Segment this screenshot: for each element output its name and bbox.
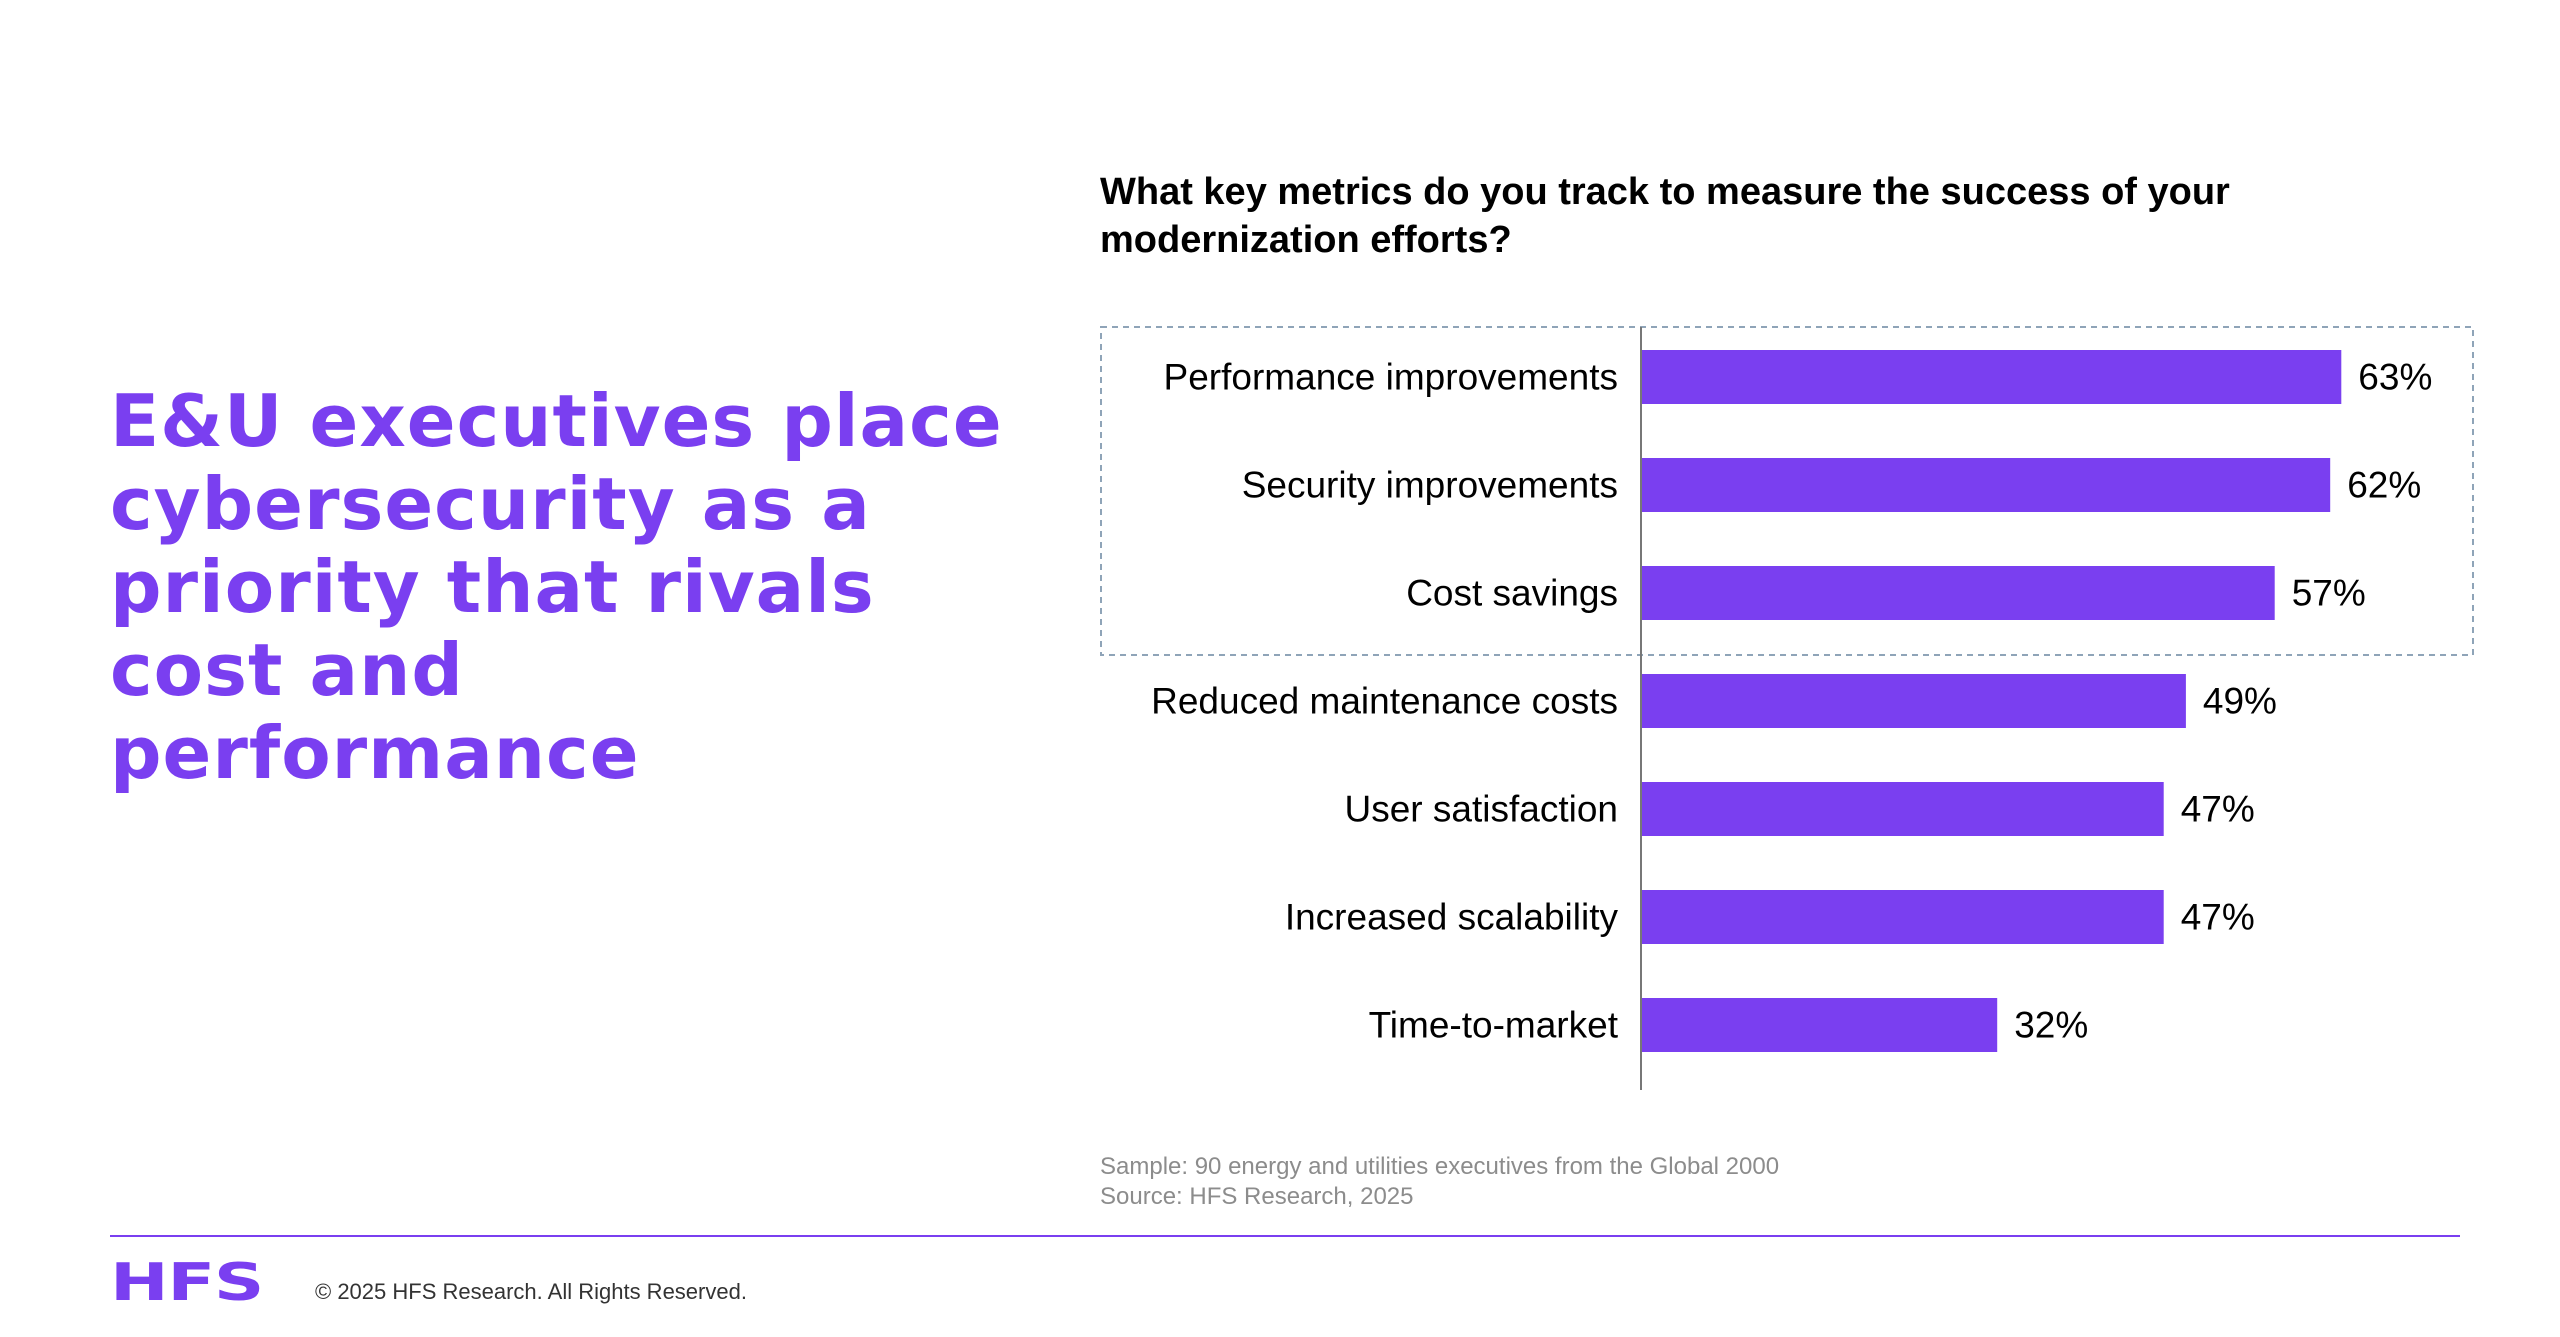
source-note: Source: HFS Research, 2025 <box>1100 1183 1414 1210</box>
value-label: 63% <box>2358 357 2432 398</box>
bar <box>1642 890 2164 944</box>
bar <box>1642 674 2186 728</box>
category-label: User satisfaction <box>1345 789 1619 830</box>
bar <box>1642 782 2164 836</box>
bar <box>1642 350 2342 404</box>
category-label: Security improvements <box>1242 465 1618 506</box>
footer-divider <box>110 1235 2460 1237</box>
highlight-box <box>1100 326 2474 656</box>
bar <box>1642 458 2331 512</box>
bar <box>1642 998 1998 1052</box>
bars-layer: Performance improvements 63% Security impr… <box>1151 350 2432 1052</box>
category-label: Performance improvements <box>1164 357 1618 398</box>
copyright-text: © 2025 HFS Research. All Rights Reserved… <box>315 1279 747 1304</box>
category-label: Time-to-market <box>1369 1005 1619 1046</box>
svg-text:HFS: HFS <box>110 1258 263 1308</box>
category-label: Increased scalability <box>1285 897 1619 938</box>
value-label: 62% <box>2347 465 2421 506</box>
value-label: 49% <box>2203 681 2277 722</box>
value-label: 32% <box>2014 1005 2088 1046</box>
sample-note: Sample: 90 energy and utilities executiv… <box>1100 1153 1780 1180</box>
bar-chart: Performance improvements 63% Security impr… <box>1100 326 2474 1090</box>
value-label: 57% <box>2292 573 2366 614</box>
category-label: Cost savings <box>1406 573 1618 614</box>
bar <box>1642 566 2275 620</box>
chart-title: What key metrics do you track to measure… <box>1100 171 2230 261</box>
category-label: Reduced maintenance costs <box>1151 681 1618 722</box>
value-label: 47% <box>2181 897 2255 938</box>
chart-notes: Sample: 90 energy and utilities executiv… <box>1100 1152 1779 1212</box>
value-label: 47% <box>2181 789 2255 830</box>
headline: E&U executives place cybersecurity as a … <box>110 379 1003 795</box>
hfs-logo: HFS <box>110 1258 264 1308</box>
